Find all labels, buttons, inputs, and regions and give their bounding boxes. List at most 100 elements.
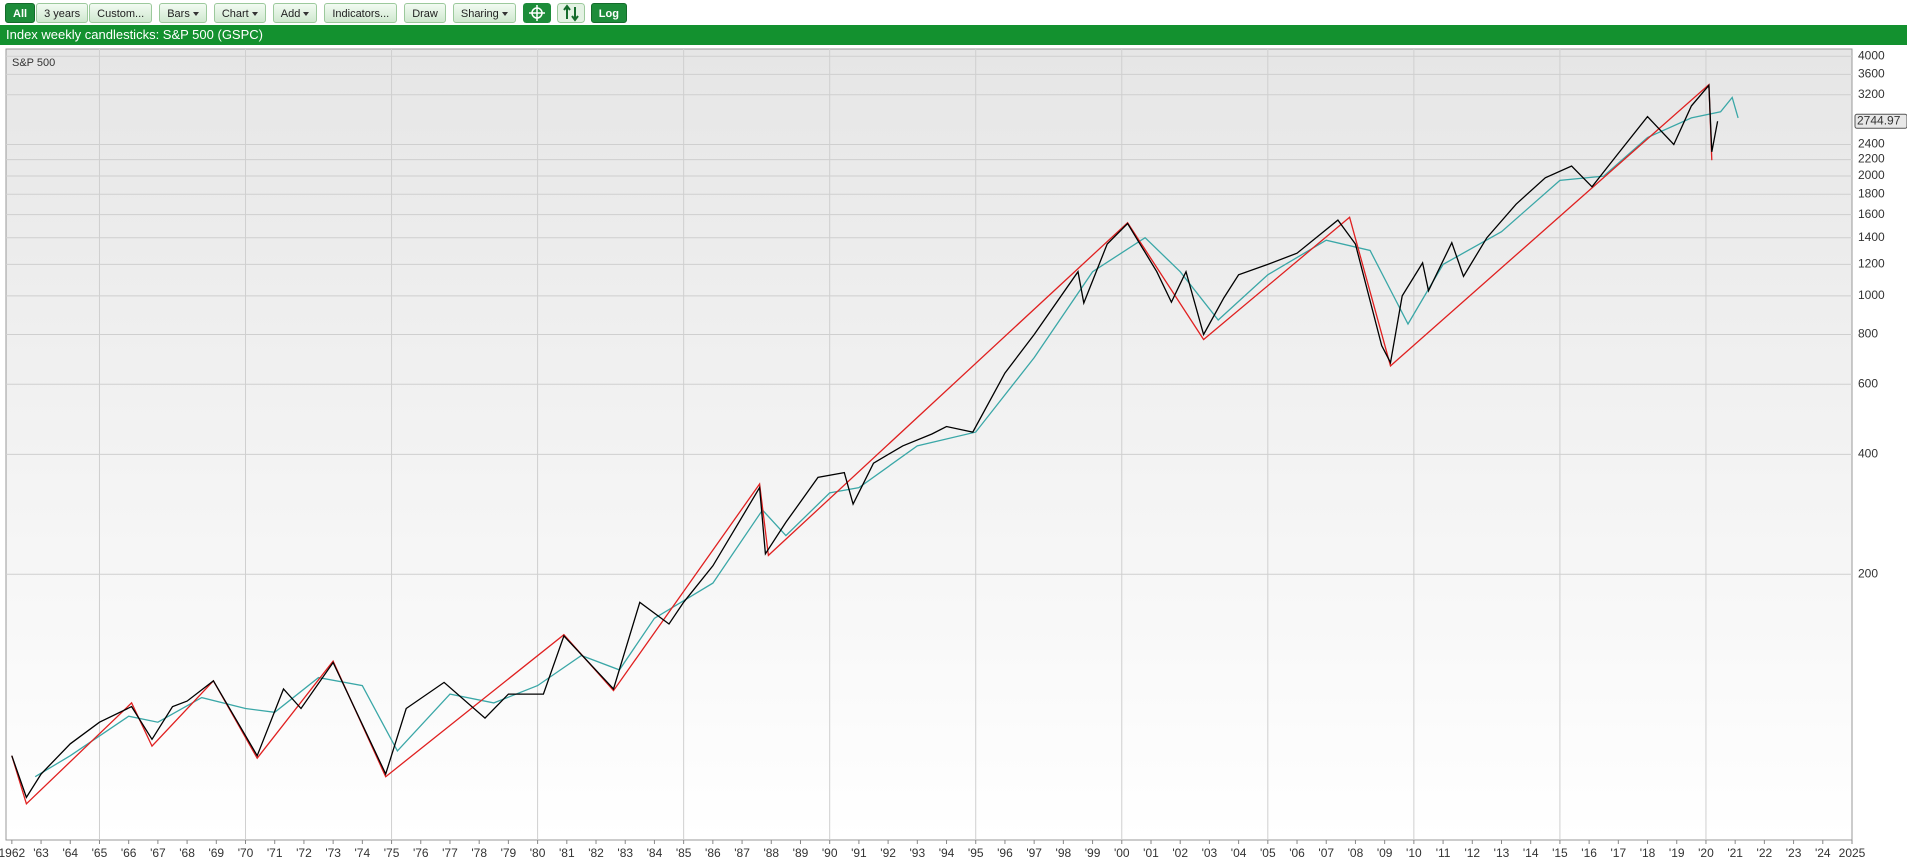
series-line xyxy=(34,96,1739,778)
x-tick-label: '72 xyxy=(296,846,312,860)
x-tick-label: 1962 xyxy=(0,846,26,860)
x-tick-label: '93 xyxy=(909,846,925,860)
button[interactable]: 3 years xyxy=(36,2,89,23)
chart-header: Index weekly candlesticks: S&P 500 (GSPC… xyxy=(0,25,1907,45)
x-tick-label: '03 xyxy=(1202,846,1218,860)
y-tick-label: 1800 xyxy=(1858,186,1885,200)
y-tick-label: 200 xyxy=(1858,566,1878,580)
x-tick-label: '68 xyxy=(179,846,195,860)
dropdown[interactable]: Chart xyxy=(213,2,266,23)
y-tick-label: 400 xyxy=(1858,447,1878,461)
x-tick-label: '90 xyxy=(822,846,838,860)
x-tick-label: '76 xyxy=(413,846,429,860)
x-tick-label: '01 xyxy=(1143,846,1159,860)
x-tick-label: '70 xyxy=(238,846,254,860)
x-tick-label: '63 xyxy=(33,846,49,860)
x-tick-label: '04 xyxy=(1231,846,1247,860)
x-tick-label: '92 xyxy=(880,846,896,860)
x-tick-label: '91 xyxy=(851,846,867,860)
x-tick-label: '15 xyxy=(1552,846,1568,860)
x-tick-label: '10 xyxy=(1406,846,1422,860)
x-tick-label: '94 xyxy=(939,846,955,860)
y-tick-label: 2000 xyxy=(1858,168,1885,182)
x-tick-label: 2025 xyxy=(1839,846,1866,860)
sort-button[interactable] xyxy=(556,2,585,23)
x-tick-label: '13 xyxy=(1494,846,1510,860)
x-tick-label: '06 xyxy=(1289,846,1305,860)
x-tick-label: '08 xyxy=(1348,846,1364,860)
chart-title: S&P 500 xyxy=(12,57,55,69)
x-tick-label: '82 xyxy=(588,846,604,860)
y-tick-label: 3600 xyxy=(1858,67,1885,81)
button[interactable]: All xyxy=(5,2,36,23)
x-tick-label: '87 xyxy=(734,846,750,860)
x-tick-label: '77 xyxy=(442,846,458,860)
x-tick-label: '83 xyxy=(617,846,633,860)
toolbar: All 3 years Custom... Bars Chart Add Ind… xyxy=(0,0,1907,25)
x-tick-label: '97 xyxy=(1026,846,1042,860)
y-tick-label: 3200 xyxy=(1858,87,1885,101)
last-price-marker xyxy=(1854,113,1907,129)
y-tick-label: 800 xyxy=(1858,327,1878,341)
crosshair-button[interactable] xyxy=(522,2,551,23)
x-tick-label: '80 xyxy=(530,846,546,860)
x-tick-label: '95 xyxy=(968,846,984,860)
dropdown[interactable]: Add xyxy=(272,2,318,23)
x-tick-label: '89 xyxy=(793,846,809,860)
last-price-label: 2744.97 xyxy=(1857,113,1901,127)
x-tick-label: '17 xyxy=(1611,846,1627,860)
y-tick-label: 1200 xyxy=(1858,257,1885,271)
x-tick-label: '20 xyxy=(1698,846,1714,860)
x-tick-label: '18 xyxy=(1640,846,1656,860)
plot-area xyxy=(5,48,1853,841)
x-tick-label: '22 xyxy=(1757,846,1773,860)
x-tick-label: '09 xyxy=(1377,846,1393,860)
x-tick-label: '98 xyxy=(1056,846,1072,860)
x-tick-label: '88 xyxy=(763,846,779,860)
y-tick-label: 1400 xyxy=(1858,230,1885,244)
x-tick-label: '12 xyxy=(1464,846,1480,860)
x-tick-label: '75 xyxy=(384,846,400,860)
x-tick-label: '19 xyxy=(1669,846,1685,860)
x-tick-label: '84 xyxy=(647,846,663,860)
series-line xyxy=(11,83,1719,799)
dropdown[interactable]: Sharing xyxy=(452,2,516,23)
x-tick-label: '21 xyxy=(1727,846,1743,860)
y-tick-label: 4000 xyxy=(1858,48,1885,62)
x-tick-label: '85 xyxy=(676,846,692,860)
x-tick-label: '71 xyxy=(267,846,283,860)
y-tick-label: 600 xyxy=(1858,376,1878,390)
y-tick-label: 2200 xyxy=(1858,152,1885,166)
chart: S&P 500 200 400 600 800 1000 1200 1400 1600 1800… xyxy=(0,48,1907,860)
x-tick-label: '78 xyxy=(471,846,487,860)
x-tick-label: '96 xyxy=(997,846,1013,860)
button[interactable]: Draw xyxy=(404,2,446,23)
x-tick-label: '23 xyxy=(1786,846,1802,860)
y-tick-label: 2400 xyxy=(1858,137,1885,151)
dropdown[interactable]: Bars xyxy=(159,2,207,23)
x-tick-label: '24 xyxy=(1815,846,1831,860)
x-tick-label: '00 xyxy=(1114,846,1130,860)
x-tick-label: '73 xyxy=(325,846,341,860)
x-tick-label: '86 xyxy=(705,846,721,860)
y-tick-label: 1000 xyxy=(1858,288,1885,302)
x-tick-label: '05 xyxy=(1260,846,1276,860)
x-tick-label: '11 xyxy=(1436,846,1451,860)
x-tick-label: '69 xyxy=(208,846,224,860)
button[interactable]: Log xyxy=(590,2,627,23)
x-tick-label: '02 xyxy=(1172,846,1188,860)
x-tick-label: '07 xyxy=(1318,846,1334,860)
x-tick-label: '79 xyxy=(501,846,517,860)
x-tick-label: '99 xyxy=(1085,846,1101,860)
x-tick-label: '65 xyxy=(92,846,108,860)
x-tick-label: '64 xyxy=(62,846,78,860)
button[interactable]: Indicators... xyxy=(324,2,398,23)
x-tick-label: '16 xyxy=(1581,846,1597,860)
x-tick-label: '14 xyxy=(1523,846,1539,860)
x-tick-label: '66 xyxy=(121,846,137,860)
x-tick-label: '74 xyxy=(355,846,371,860)
button[interactable]: Custom... xyxy=(89,2,153,23)
y-tick-label: 1600 xyxy=(1858,207,1885,221)
x-tick-label: '67 xyxy=(150,846,166,860)
